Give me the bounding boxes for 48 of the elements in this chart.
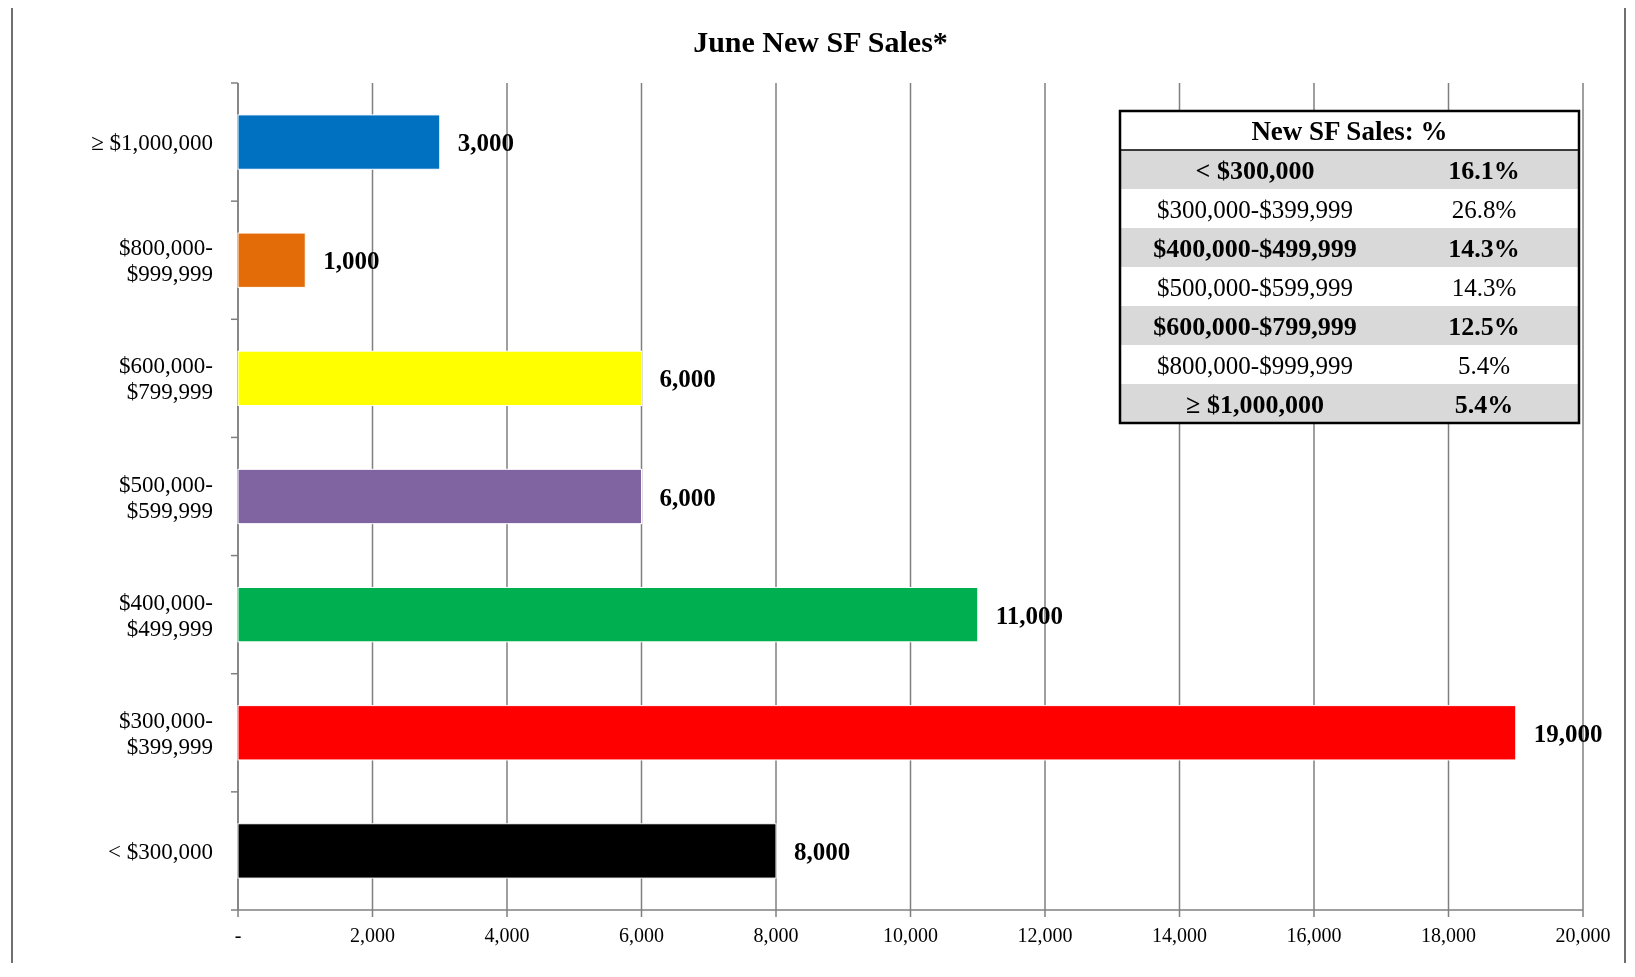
data-label: 11,000 [995, 601, 1064, 629]
data-label: 1,000 [323, 247, 380, 275]
annotation: 16.1% [1448, 156, 1520, 185]
bar [237, 823, 777, 879]
x-tick-label: - [234, 924, 242, 946]
x-tick-label: 10,000 [883, 924, 938, 946]
annotation: $300,000-$399,999 [1157, 196, 1353, 223]
annotation: 12.5% [1448, 312, 1520, 341]
data-label: 19,000 [1533, 719, 1603, 747]
x-tick-label: 8,000 [753, 924, 799, 946]
annotation: 5.4% [1457, 352, 1511, 379]
annotation: New SF Sales: % [1251, 116, 1448, 146]
x-tick-label: 20,000 [1555, 924, 1611, 946]
annotation: 26.8% [1451, 196, 1517, 223]
annotation: $400,000-$499,999 [1153, 234, 1357, 263]
y-tick-label: $500,000-$599,999 [119, 471, 213, 523]
bar [237, 586, 979, 643]
annotation: 14.3% [1451, 274, 1517, 301]
x-tick-label: 18,000 [1421, 924, 1476, 946]
x-tick-label: 6,000 [619, 924, 664, 946]
x-tick-label: 2,000 [350, 924, 395, 946]
annotation: ≥ $1,000,000 [1186, 390, 1324, 419]
x-tick-label: 12,000 [1017, 924, 1073, 946]
annotation: $500,000-$599,999 [1157, 274, 1353, 301]
data-label: 6,000 [659, 365, 716, 393]
data-label: 3,000 [457, 129, 514, 157]
y-tick-label: $400,000-$499,999 [119, 589, 213, 641]
annotation: 14.3% [1448, 234, 1520, 263]
x-tick-label: 14,000 [1152, 924, 1207, 946]
y-tick-label: $300,000-$399,999 [119, 707, 213, 759]
annotation: $800,000-$999,999 [1157, 352, 1353, 379]
x-tick-label: 4,000 [484, 924, 530, 946]
bar [237, 350, 642, 407]
chart-title: June New SF Sales* [693, 25, 948, 58]
annotation: 5.4% [1454, 390, 1514, 419]
x-tick-label: 16,000 [1286, 924, 1342, 946]
bar [237, 468, 642, 525]
data-label: 8,000 [794, 837, 851, 865]
y-tick-label: ≥ $1,000,000 [91, 130, 213, 156]
annotation: < $300,000 [1195, 156, 1315, 185]
y-tick-label: < $300,000 [108, 838, 213, 864]
annotation: $600,000-$799,999 [1153, 312, 1357, 341]
y-tick-label: $800,000-$999,999 [119, 235, 213, 287]
y-tick-label: $600,000-$799,999 [119, 353, 213, 405]
data-label: 6,000 [659, 483, 716, 511]
bar [237, 232, 306, 288]
bar [237, 114, 441, 170]
bar [237, 705, 1517, 761]
